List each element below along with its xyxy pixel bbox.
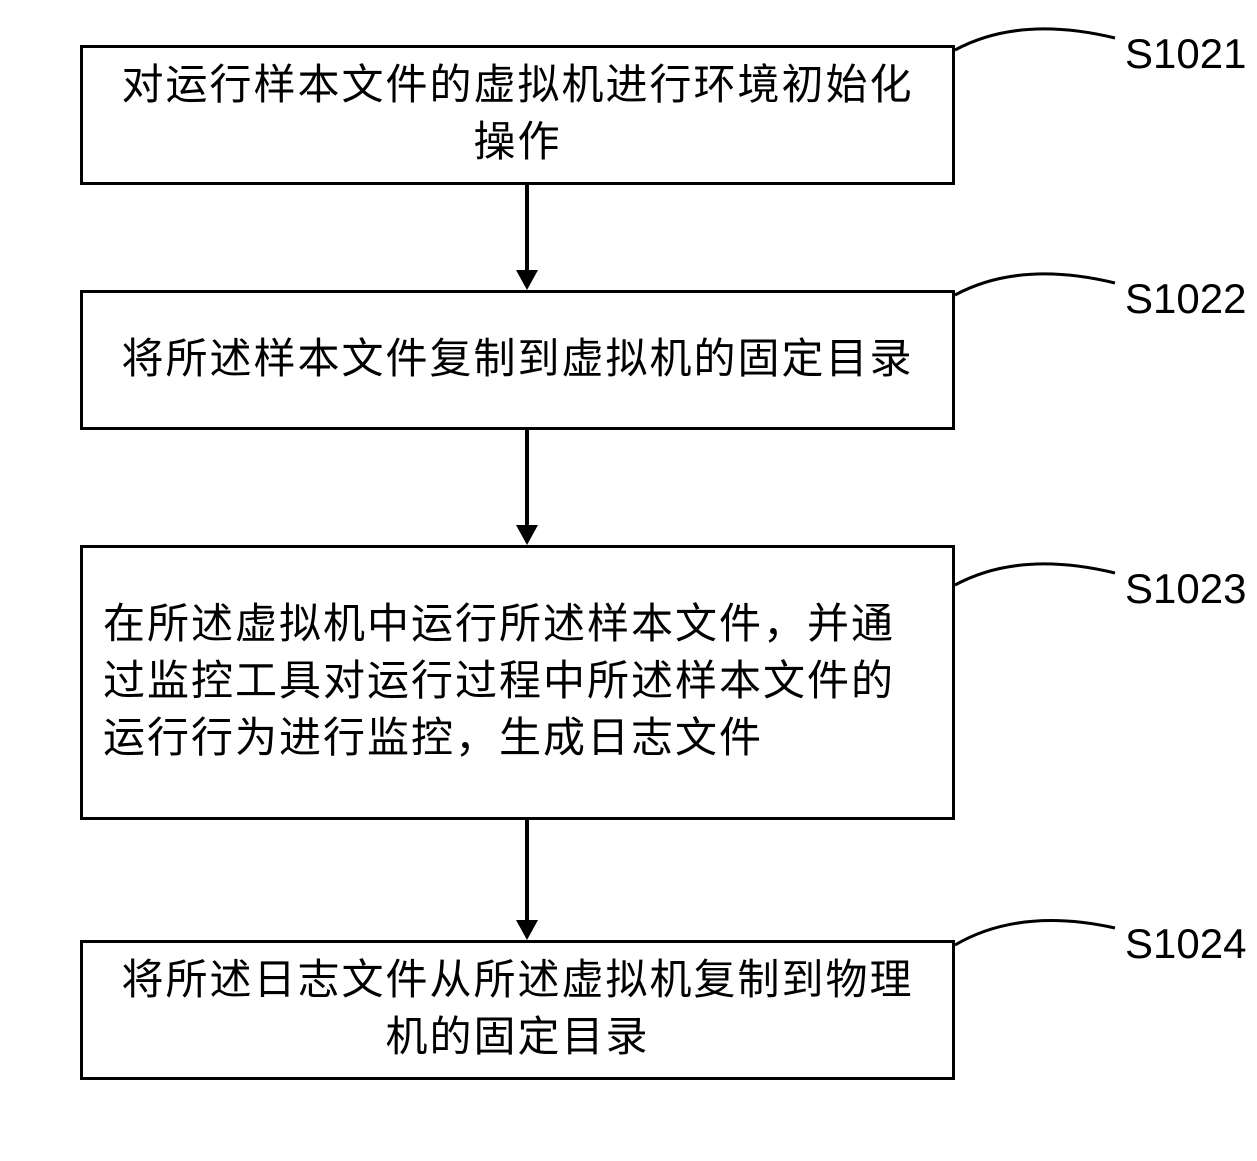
flow-node-2-text: 将所述样本文件复制到虚拟机的固定目录	[121, 332, 913, 389]
step-label-3: S1023	[1125, 565, 1246, 613]
flow-node-3-text: 在所述虚拟机中运行所述样本文件，并通过监控工具对运行过程中所述样本文件的运行行为…	[103, 597, 932, 767]
flow-node-1: 对运行样本文件的虚拟机进行环境初始化操作	[80, 45, 955, 185]
flow-node-1-text: 对运行样本文件的虚拟机进行环境初始化操作	[103, 58, 932, 171]
arrow-3-4	[516, 820, 538, 940]
flow-node-3: 在所述虚拟机中运行所述样本文件，并通过监控工具对运行过程中所述样本文件的运行行为…	[80, 545, 955, 820]
arrow-1-2	[516, 185, 538, 290]
arrow-2-3	[516, 430, 538, 545]
step-label-1: S1021	[1125, 30, 1246, 78]
flow-node-4-text: 将所述日志文件从所述虚拟机复制到物理机的固定目录	[103, 953, 932, 1066]
step-label-2: S1022	[1125, 275, 1246, 323]
flow-node-2: 将所述样本文件复制到虚拟机的固定目录	[80, 290, 955, 430]
flow-node-4: 将所述日志文件从所述虚拟机复制到物理机的固定目录	[80, 940, 955, 1080]
step-label-4: S1024	[1125, 920, 1246, 968]
